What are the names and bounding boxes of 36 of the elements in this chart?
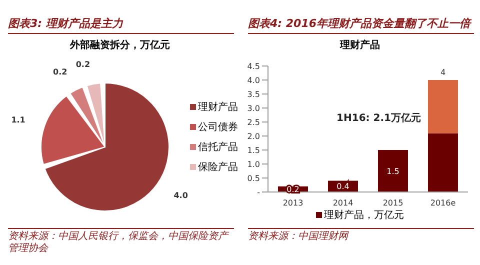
x-tick-label: 2015: [382, 198, 404, 208]
total-label: 4: [440, 68, 446, 77]
y-tick-label: 4.0: [247, 76, 260, 85]
chart-subtitle: 理财产品: [338, 38, 381, 52]
text: 资料来源：中国人民银行，保监会，中国保险资产管理协会: [8, 231, 234, 255]
bar: [428, 133, 458, 192]
y-tick-label: 1.0: [247, 160, 260, 169]
bar: [378, 150, 408, 192]
y-tick-label: 1.5: [247, 146, 260, 155]
y-tick-label: 3.0: [247, 104, 260, 113]
y-tick-label: 4.5: [247, 62, 260, 71]
y-tick-label: -: [257, 188, 260, 197]
legend-label: 保险产品: [198, 160, 238, 174]
x-tick-label: 2014: [332, 198, 354, 208]
data-label: 1.1: [11, 116, 26, 125]
y-tick-label: 2.0: [247, 132, 260, 141]
y-tick-label: 0.5: [247, 174, 260, 183]
chart-title: 图表4: 2016年理财产品资金量翻了不止一倍: [248, 16, 474, 34]
data-label: 0.2: [53, 68, 68, 76]
x-tick-label: 2013: [282, 198, 304, 208]
data-label: 1.5: [386, 166, 400, 176]
legend-label: 公司债券: [198, 120, 238, 134]
y-tick-label: 3.5: [247, 90, 260, 99]
legend-label: 理财产品: [198, 100, 238, 114]
data-label: 0.2: [76, 60, 90, 69]
y-tick-label: 2.5: [247, 118, 260, 127]
chart-subtitle: 外部融资拆分，万亿元: [68, 38, 171, 52]
data-label: 4.0: [174, 190, 188, 200]
data-label: 0.4: [336, 182, 350, 192]
legend-label: 理财产品，万亿元: [324, 208, 404, 222]
bar: [428, 80, 458, 134]
legend-label: 信托产品: [198, 140, 238, 154]
x-tick-label: 2016e: [430, 198, 456, 208]
chart-title: 图表3: 理财产品是主力: [8, 16, 234, 34]
text: 资料来源：中国理财网: [248, 231, 474, 243]
annotation: 1H16: 2.1万亿元: [336, 112, 421, 124]
